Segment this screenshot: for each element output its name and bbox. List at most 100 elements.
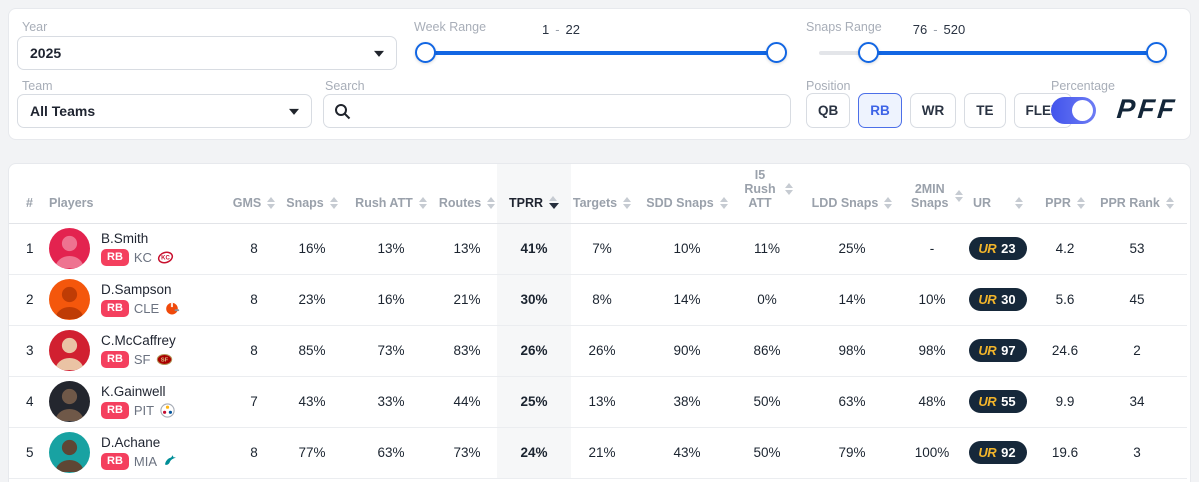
cell-i5-rush-att: 0% <box>741 274 793 326</box>
cell-routes: 44% <box>437 376 497 428</box>
team-logo-icon <box>162 453 179 470</box>
sort-icon <box>1165 196 1174 209</box>
position-badge: RB <box>101 452 129 471</box>
cell-ldd-snaps: 14% <box>793 274 911 326</box>
snaps-range-slider[interactable] <box>819 42 1167 64</box>
cell-targets: 8% <box>571 274 633 326</box>
header-ur[interactable]: UR <box>953 164 1043 224</box>
cell-ppr: 5.6 <box>1043 274 1087 326</box>
header-gms[interactable]: GMS <box>229 164 279 224</box>
cell-tprr: 24% <box>497 427 571 479</box>
position-badge: RB <box>101 248 129 267</box>
cell-tprr: 30% <box>497 274 571 326</box>
team-value: All Teams <box>30 103 96 119</box>
snaps-max-handle[interactable] <box>1146 42 1167 63</box>
cell-ppr: 9.9 <box>1043 376 1087 428</box>
cell-gms: 8 <box>229 223 279 275</box>
cell-rush-att: 73% <box>345 325 437 377</box>
table-row[interactable]: 4 K.Gainwell RB <box>9 376 1187 428</box>
week-max-handle[interactable] <box>766 42 787 63</box>
cell-snaps: 23% <box>279 274 345 326</box>
cell-ppr-rank: 53 <box>1087 223 1187 275</box>
sort-icon <box>1015 196 1024 209</box>
player-name[interactable]: D.Sampson <box>101 281 172 297</box>
cell-snaps: 16% <box>279 223 345 275</box>
avatar <box>49 432 90 473</box>
stats-table-panel: # Players GMS Snaps Rush ATT Routes TPRR… <box>8 163 1191 482</box>
cell-gms: 8 <box>229 427 279 479</box>
cell-ppr: 4.2 <box>1043 223 1087 275</box>
team-abbr: KC <box>133 250 152 265</box>
year-value: 2025 <box>30 45 62 61</box>
slider-fill <box>868 51 1166 55</box>
sort-icon <box>954 189 963 202</box>
header-2min-snaps[interactable]: 2MIN Snaps <box>911 164 963 224</box>
player-name[interactable]: K.Gainwell <box>101 383 166 399</box>
sort-desc-icon <box>549 196 560 209</box>
cell-ldd-snaps: 98% <box>793 325 911 377</box>
table-header-row: # Players GMS Snaps Rush ATT Routes TPRR… <box>9 164 1187 224</box>
header-targets[interactable]: Targets <box>571 164 633 224</box>
search-icon <box>335 103 351 119</box>
header-routes[interactable]: Routes <box>437 164 497 224</box>
player-rank: 3 <box>9 325 49 377</box>
position-button-te[interactable]: TE <box>964 93 1006 128</box>
cell-rush-att: 13% <box>345 223 437 275</box>
position-button-wr[interactable]: WR <box>909 93 957 128</box>
cell-sdd-snaps: 90% <box>633 325 741 377</box>
week-range-values: 1-22 <box>541 22 581 37</box>
cell-sdd-snaps: 10% <box>633 223 741 275</box>
week-range-slider[interactable] <box>415 42 787 64</box>
year-select[interactable]: 2025 <box>17 36 397 70</box>
player-rank: 1 <box>9 223 49 275</box>
cell-ppr-rank: 34 <box>1087 376 1187 428</box>
table-row[interactable]: 1 B.Smith RB <box>9 223 1187 275</box>
header-ppr[interactable]: PPR <box>1043 164 1087 224</box>
header-snaps[interactable]: Snaps <box>279 164 345 224</box>
snaps-range-label: Snaps Range <box>806 20 882 34</box>
cell-sdd-snaps: 38% <box>633 376 741 428</box>
table-row[interactable]: 2 D.Sampson RB <box>9 274 1187 326</box>
header-rush-att[interactable]: Rush ATT <box>345 164 437 224</box>
ur-logo: UR <box>978 292 997 307</box>
header-ppr-rank[interactable]: PPR Rank <box>1087 164 1187 224</box>
search-input[interactable] <box>359 103 780 119</box>
position-button-rb[interactable]: RB <box>858 93 902 128</box>
cell-2min-snaps: 100% <box>911 427 953 479</box>
team-logo-icon <box>159 402 176 419</box>
cell-targets: 21% <box>571 427 633 479</box>
cell-i5-rush-att: 50% <box>741 427 793 479</box>
header-i5-rush-att[interactable]: I5 Rush ATT <box>741 164 793 224</box>
player-name[interactable]: D.Achane <box>101 434 161 450</box>
sort-icon <box>1076 196 1085 209</box>
player-name[interactable]: B.Smith <box>101 230 149 246</box>
table-row[interactable]: 5 D.Achane RB <box>9 427 1187 479</box>
header-ldd-snaps[interactable]: LDD Snaps <box>793 164 911 224</box>
sort-icon <box>623 196 632 209</box>
team-abbr: CLE <box>133 301 160 316</box>
cell-ur: UR 97 <box>953 325 1043 377</box>
ur-logo: UR <box>978 394 997 409</box>
position-badge: RB <box>101 299 129 318</box>
header-tprr[interactable]: TPRR <box>497 164 571 224</box>
ur-badge: UR 97 <box>969 339 1027 362</box>
avatar <box>49 279 90 320</box>
toggle-knob <box>1072 100 1093 121</box>
header-sdd-snaps[interactable]: SDD Snaps <box>633 164 741 224</box>
cell-routes: 21% <box>437 274 497 326</box>
cell-ur: UR 55 <box>953 376 1043 428</box>
position-button-group: QB RB WR TE FLEX <box>806 93 1073 128</box>
header-rank: # <box>9 164 49 224</box>
team-select[interactable]: All Teams <box>17 94 312 128</box>
ur-badge: UR 92 <box>969 441 1027 464</box>
table-row[interactable]: 3 C.McCaffrey RB <box>9 325 1187 377</box>
position-button-qb[interactable]: QB <box>806 93 851 128</box>
percentage-toggle[interactable] <box>1051 97 1096 124</box>
snaps-min-handle[interactable] <box>858 42 879 63</box>
pff-logo: PFF <box>1115 94 1179 124</box>
week-min-handle[interactable] <box>415 42 436 63</box>
snaps-range-values: 76-520 <box>912 22 966 37</box>
player-name[interactable]: C.McCaffrey <box>101 332 176 348</box>
cell-snaps: 85% <box>279 325 345 377</box>
percentage-label: Percentage <box>1051 79 1115 93</box>
